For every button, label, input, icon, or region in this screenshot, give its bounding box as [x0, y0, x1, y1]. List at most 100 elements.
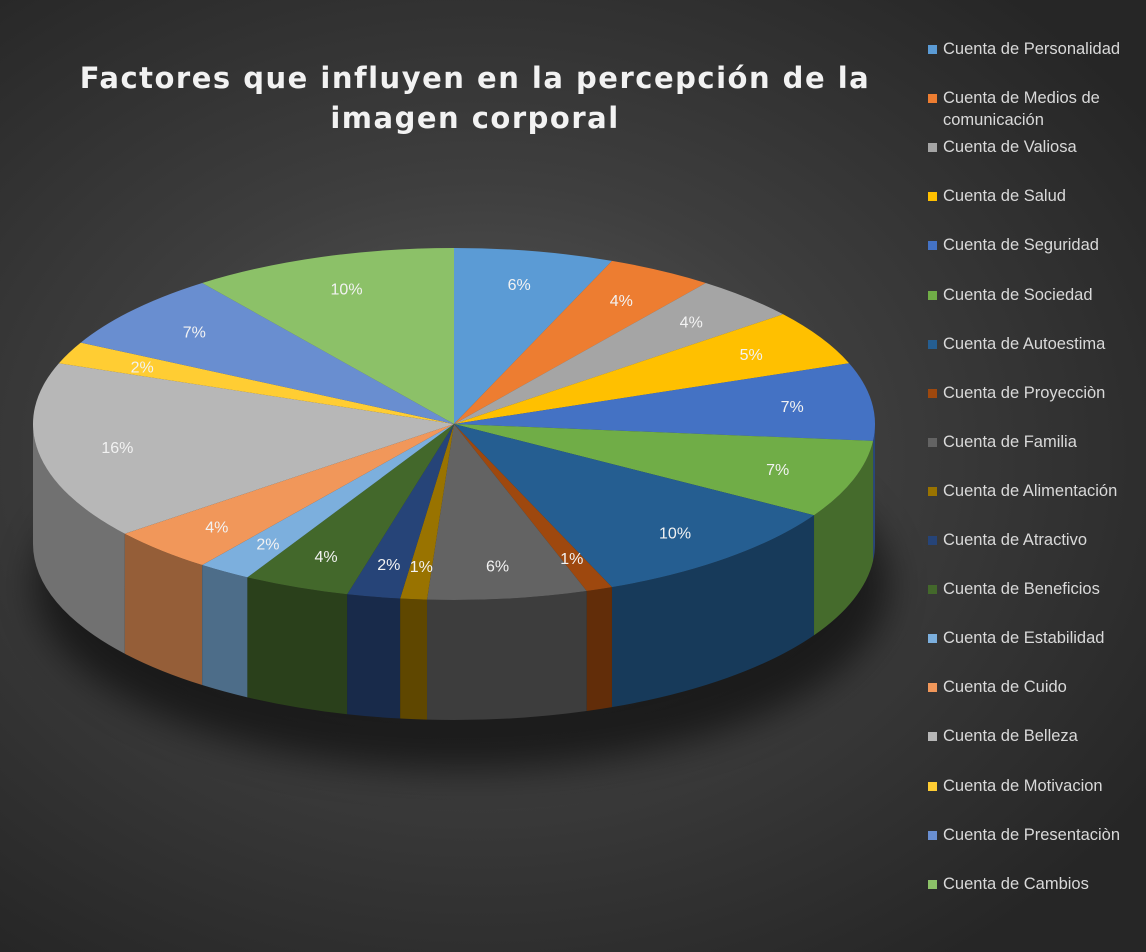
legend-swatch: [928, 830, 937, 840]
legend-label: Cuenta de Cambios: [943, 874, 1089, 893]
legend-item: Cuenta de Valiosa: [928, 136, 1138, 158]
legend-swatch: [928, 634, 937, 644]
legend-item: Cuenta de Atractivo: [928, 529, 1138, 551]
data-label-4: 5%: [740, 347, 763, 364]
pie-side-8: [586, 587, 612, 712]
pie-side-9: [427, 591, 587, 720]
pie-slice-14: [124, 424, 455, 566]
pie-side-10: [400, 598, 428, 720]
legend-label: Cuenta de Proyecciòn: [943, 383, 1106, 402]
pie-slice-10: [400, 424, 454, 600]
legend-swatch: [928, 781, 937, 791]
legend-swatch: [928, 45, 937, 54]
data-label-10: 1%: [410, 559, 433, 576]
legend-item: Cuenta de Presentaciòn: [928, 824, 1138, 846]
data-label-11: 2%: [377, 557, 400, 574]
data-label-9: 6%: [486, 558, 509, 575]
pie-slice-4: [454, 314, 850, 424]
legend-label: Cuenta de Cuido: [943, 678, 1067, 697]
legend-label: Cuenta de Beneficios: [943, 580, 1100, 599]
data-labels: 6% 4% 4% 5% 7% 7% 10% 1% 6% 1% 2% 4% 2% 4% 16% 2% 7% 10%: [101, 277, 803, 576]
data-label-13: 2%: [256, 536, 279, 553]
legend-item: Cuenta de Alimentación: [928, 480, 1138, 502]
legend-label: Cuenta de Autoestima: [943, 334, 1106, 353]
legend-swatch: [928, 437, 937, 447]
legend-item: Cuenta de Autoestima: [928, 333, 1138, 355]
pie-slice-7: [454, 424, 815, 588]
pie-slice-9: [427, 424, 587, 600]
pie-slice-13: [202, 424, 454, 578]
data-label-16: 2%: [131, 359, 154, 376]
legend-item: Cuenta de Proyecciòn: [928, 382, 1138, 404]
legend-swatch: [928, 94, 937, 104]
legend-label: Cuenta de Sociedad: [943, 285, 1093, 304]
data-label-6: 7%: [766, 462, 789, 479]
data-label-17: 7%: [183, 325, 206, 342]
legend-item: Cuenta de Familia: [928, 431, 1138, 453]
data-label-2: 4%: [610, 293, 633, 310]
data-label-1: 6%: [508, 277, 531, 294]
pie-sides: [33, 424, 875, 720]
pie-side-15: [33, 424, 125, 654]
pie-slice-11: [347, 424, 454, 599]
pie-side-11: [347, 594, 401, 719]
legend-item: Cuenta de Beneficios: [928, 578, 1138, 600]
pie-side-7: [611, 515, 815, 708]
data-label-3: 4%: [680, 315, 703, 332]
legend-item: Cuenta de Belleza: [928, 725, 1138, 747]
legend-swatch: [928, 683, 937, 693]
legend-swatch: [928, 585, 937, 595]
legend-label: Cuenta de Estabilidad: [943, 629, 1105, 648]
pie-slice-5: [454, 363, 875, 441]
legend-swatch: [928, 388, 937, 398]
pie-slice-16: [58, 342, 455, 424]
pie-side-14: [124, 533, 203, 686]
legend-item: Cuenta de Medios de comunicación: [928, 87, 1138, 131]
pie-slice-6: [454, 424, 874, 516]
pie-slices: [33, 248, 875, 600]
legend-label: Cuenta de Presentaciòn: [943, 825, 1121, 844]
legend-item: Cuenta de Estabilidad: [928, 627, 1138, 649]
legend-label: Cuenta de Salud: [943, 187, 1066, 206]
pie-side-12: [247, 577, 348, 715]
data-label-7: 10%: [659, 526, 691, 543]
data-label-18: 10%: [331, 282, 363, 299]
pie-side-5: [873, 424, 875, 561]
pie-side-13: [202, 565, 248, 698]
legend-swatch: [928, 192, 937, 202]
legend-label: Cuenta de Motivacion: [943, 776, 1103, 795]
legend-label: Cuenta de Valiosa: [943, 138, 1077, 157]
legend-item: Cuenta de Cuido: [928, 676, 1138, 698]
pie-slice-8: [454, 424, 612, 592]
legend-item: Cuenta de Seguridad: [928, 234, 1138, 256]
legend-swatch: [928, 879, 937, 889]
legend-swatch: [928, 732, 937, 742]
legend-swatch: [928, 486, 937, 496]
legend-label: Cuenta de Personalidad: [943, 40, 1121, 58]
legend-item: Cuenta de Sociedad: [928, 284, 1138, 306]
legend-swatch: [928, 143, 937, 153]
pie-slice-2: [454, 260, 706, 424]
pie-side-6: [814, 440, 874, 636]
pie-slice-12: [247, 424, 454, 595]
legend-item: Cuenta de Motivacion: [928, 775, 1138, 797]
pie-slice-15: [33, 363, 455, 534]
legend-swatch: [928, 536, 937, 545]
data-label-15: 16%: [101, 440, 133, 457]
legend-label: Cuenta de Alimentación: [943, 481, 1118, 500]
legend-item: Cuenta de Salud: [928, 185, 1138, 207]
pie-slice-3: [454, 282, 784, 424]
data-label-12: 4%: [314, 549, 337, 566]
legend-label: Cuenta de Belleza: [943, 727, 1078, 746]
legend-label: Cuenta de Seguridad: [943, 236, 1099, 255]
legend-swatch: [928, 290, 937, 300]
chart-title: Factores que influyen en la percepción d…: [79, 61, 871, 135]
legend-label: Cuenta de Atractivo: [943, 531, 1088, 549]
legend-swatch: [928, 241, 937, 251]
legend-item: Cuenta de Cambios: [928, 873, 1138, 895]
legend-label: Cuenta de Familia: [943, 432, 1077, 451]
legend-swatch: [928, 339, 937, 349]
data-label-5: 7%: [781, 399, 804, 416]
pie-slice-1: [454, 248, 612, 424]
